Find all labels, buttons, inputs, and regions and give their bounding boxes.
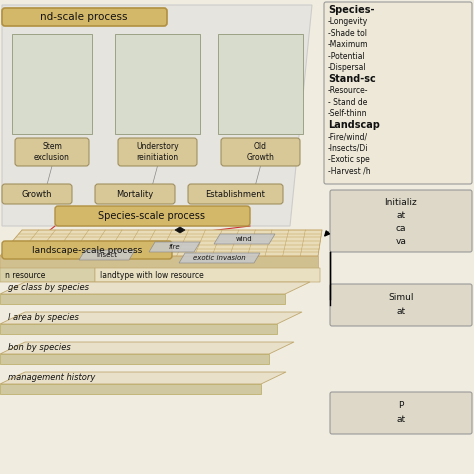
Text: -Harvest /h: -Harvest /h bbox=[328, 166, 371, 175]
Polygon shape bbox=[115, 34, 200, 134]
Text: wind: wind bbox=[236, 236, 253, 242]
Text: Establishment: Establishment bbox=[206, 190, 265, 199]
Polygon shape bbox=[179, 253, 260, 263]
FancyBboxPatch shape bbox=[330, 190, 472, 252]
Text: exotic invasion: exotic invasion bbox=[193, 255, 246, 261]
FancyBboxPatch shape bbox=[55, 206, 250, 226]
Text: bon by species: bon by species bbox=[8, 344, 71, 353]
Text: - Stand de: - Stand de bbox=[328, 98, 367, 107]
Polygon shape bbox=[79, 250, 135, 260]
FancyBboxPatch shape bbox=[118, 138, 197, 166]
Text: Initializ: Initializ bbox=[384, 198, 418, 207]
Polygon shape bbox=[0, 312, 302, 324]
Polygon shape bbox=[0, 282, 310, 294]
Polygon shape bbox=[0, 384, 261, 394]
FancyBboxPatch shape bbox=[0, 268, 95, 282]
FancyBboxPatch shape bbox=[95, 184, 175, 204]
Polygon shape bbox=[2, 5, 312, 226]
Text: Old
Growth: Old Growth bbox=[246, 142, 274, 162]
Text: Species-: Species- bbox=[328, 5, 374, 15]
Polygon shape bbox=[0, 256, 318, 268]
Text: landtype with low resource: landtype with low resource bbox=[100, 271, 204, 280]
Polygon shape bbox=[214, 234, 275, 244]
Text: -Maximum: -Maximum bbox=[328, 40, 368, 49]
Polygon shape bbox=[0, 372, 286, 384]
Text: P: P bbox=[398, 401, 404, 410]
Text: Growth: Growth bbox=[22, 190, 52, 199]
FancyBboxPatch shape bbox=[15, 138, 89, 166]
Text: -Self-thinn: -Self-thinn bbox=[328, 109, 367, 118]
Text: -Potential: -Potential bbox=[328, 52, 367, 61]
Text: va: va bbox=[396, 237, 406, 246]
Text: -Fire/wind/: -Fire/wind/ bbox=[328, 132, 368, 141]
Text: -Resource-: -Resource- bbox=[328, 86, 368, 95]
Text: at: at bbox=[396, 308, 406, 317]
Text: n resource: n resource bbox=[5, 271, 46, 280]
Text: l area by species: l area by species bbox=[8, 313, 79, 322]
Text: Landscap: Landscap bbox=[328, 120, 380, 130]
Text: insect: insect bbox=[97, 252, 118, 258]
Text: ca: ca bbox=[396, 224, 406, 233]
Text: -Dispersal: -Dispersal bbox=[328, 63, 366, 72]
Text: ge class by species: ge class by species bbox=[8, 283, 89, 292]
FancyBboxPatch shape bbox=[330, 284, 472, 326]
Polygon shape bbox=[0, 342, 294, 354]
FancyBboxPatch shape bbox=[95, 268, 320, 282]
Text: -Longevity: -Longevity bbox=[328, 17, 368, 26]
Text: -Exotic spe: -Exotic spe bbox=[328, 155, 370, 164]
Text: Stand-sc: Stand-sc bbox=[328, 74, 376, 84]
Polygon shape bbox=[0, 354, 269, 364]
Text: -Insects/Di: -Insects/Di bbox=[328, 144, 368, 153]
Text: landscape-scale process: landscape-scale process bbox=[32, 246, 142, 255]
Text: nd-scale process: nd-scale process bbox=[40, 12, 128, 22]
Polygon shape bbox=[149, 242, 200, 252]
Text: Simul: Simul bbox=[388, 293, 414, 302]
Text: fire: fire bbox=[169, 244, 180, 250]
Text: -Shade tol: -Shade tol bbox=[328, 28, 367, 37]
Text: Understory
reinitiation: Understory reinitiation bbox=[136, 142, 179, 162]
FancyBboxPatch shape bbox=[2, 241, 172, 259]
Text: Mortality: Mortality bbox=[117, 190, 154, 199]
Text: Stem
exclusion: Stem exclusion bbox=[34, 142, 70, 162]
FancyBboxPatch shape bbox=[330, 392, 472, 434]
Text: management history: management history bbox=[8, 374, 95, 383]
Polygon shape bbox=[0, 324, 277, 334]
Text: Species-scale process: Species-scale process bbox=[99, 211, 206, 221]
FancyBboxPatch shape bbox=[188, 184, 283, 204]
FancyBboxPatch shape bbox=[221, 138, 300, 166]
Polygon shape bbox=[0, 230, 322, 256]
FancyBboxPatch shape bbox=[324, 2, 472, 184]
FancyBboxPatch shape bbox=[2, 184, 72, 204]
Text: at: at bbox=[396, 210, 406, 219]
Polygon shape bbox=[0, 294, 285, 304]
Polygon shape bbox=[175, 227, 185, 233]
Text: at: at bbox=[396, 416, 406, 425]
Polygon shape bbox=[218, 34, 303, 134]
Polygon shape bbox=[12, 34, 92, 134]
FancyBboxPatch shape bbox=[2, 8, 167, 26]
